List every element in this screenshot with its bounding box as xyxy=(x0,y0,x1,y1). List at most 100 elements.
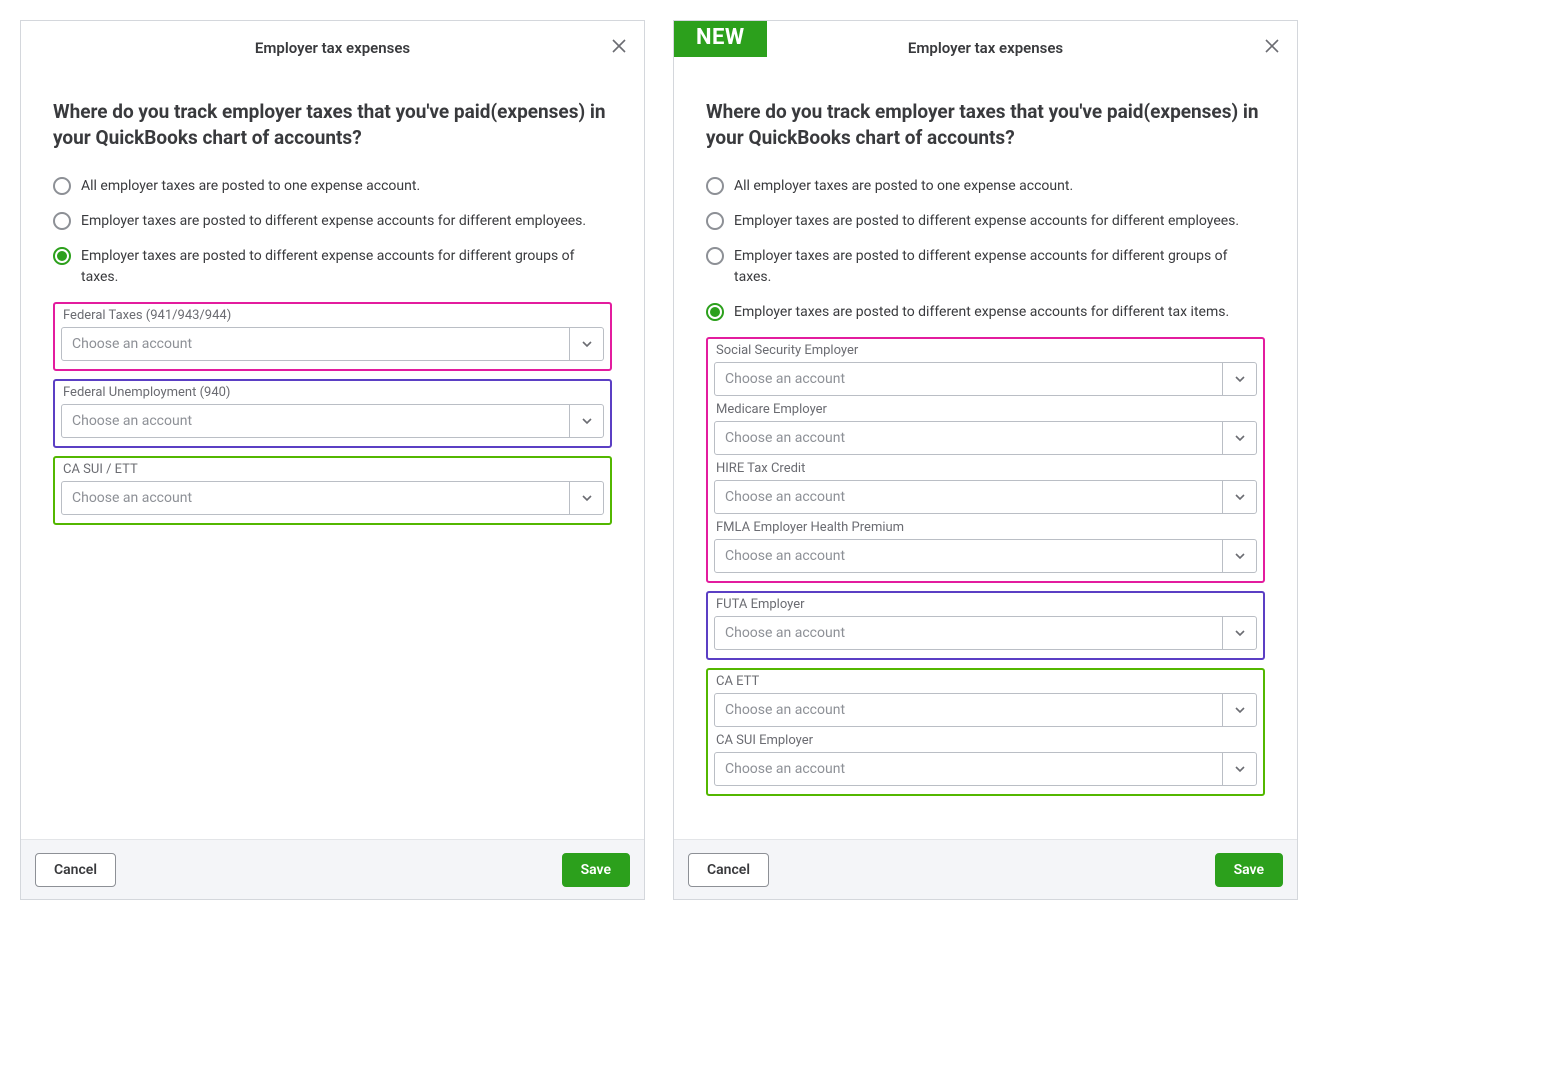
field-label: Federal Taxes (941/943/944) xyxy=(61,308,604,323)
field-label: CA SUI / ETT xyxy=(61,462,604,477)
account-field: Social Security Employer Choose an accoun… xyxy=(714,343,1257,396)
account-field: CA SUI Employer Choose an account xyxy=(714,733,1257,786)
radio-option[interactable]: All employer taxes are posted to one exp… xyxy=(706,176,1265,197)
groups-container-right: Social Security Employer Choose an accoun… xyxy=(706,337,1265,796)
select-placeholder: Choose an account xyxy=(62,490,569,506)
tax-group-box: CA ETT Choose an account CA SUI Employer Ch… xyxy=(706,668,1265,796)
radio-label: All employer taxes are posted to one exp… xyxy=(81,176,420,197)
radio-circle-icon xyxy=(53,247,71,265)
panel-right: NEW Employer tax expenses Where do you t… xyxy=(673,20,1298,900)
field-label: FMLA Employer Health Premium xyxy=(714,520,1257,535)
cancel-button[interactable]: Cancel xyxy=(688,853,769,887)
account-field: CA SUI / ETT Choose an account xyxy=(61,462,604,515)
chevron-down-icon xyxy=(1222,481,1256,513)
close-icon xyxy=(611,38,627,54)
chevron-down-icon xyxy=(569,328,603,360)
radio-option[interactable]: Employer taxes are posted to different e… xyxy=(53,246,612,288)
account-select[interactable]: Choose an account xyxy=(714,693,1257,727)
panel-body: Where do you track employer taxes that y… xyxy=(674,75,1297,839)
radio-circle-icon xyxy=(53,177,71,195)
comparison-page: Employer tax expenses Where do you track… xyxy=(20,20,1545,900)
cancel-button[interactable]: Cancel xyxy=(35,853,116,887)
radio-list-left: All employer taxes are posted to one exp… xyxy=(53,176,612,288)
save-button[interactable]: Save xyxy=(1215,853,1283,887)
radio-list-right: All employer taxes are posted to one exp… xyxy=(706,176,1265,323)
account-select[interactable]: Choose an account xyxy=(61,327,604,361)
radio-label: Employer taxes are posted to different e… xyxy=(734,246,1265,288)
account-field: Federal Taxes (941/943/944) Choose an acc… xyxy=(61,308,604,361)
chevron-down-icon xyxy=(569,482,603,514)
select-placeholder: Choose an account xyxy=(715,702,1222,718)
account-field: FUTA Employer Choose an account xyxy=(714,597,1257,650)
radio-circle-icon xyxy=(706,303,724,321)
radio-option[interactable]: Employer taxes are posted to different e… xyxy=(706,246,1265,288)
radio-circle-icon xyxy=(706,247,724,265)
chevron-down-icon xyxy=(569,405,603,437)
select-placeholder: Choose an account xyxy=(715,371,1222,387)
select-placeholder: Choose an account xyxy=(715,625,1222,641)
account-select[interactable]: Choose an account xyxy=(714,480,1257,514)
select-placeholder: Choose an account xyxy=(62,413,569,429)
account-select[interactable]: Choose an account xyxy=(714,362,1257,396)
account-field: HIRE Tax Credit Choose an account xyxy=(714,461,1257,514)
account-select[interactable]: Choose an account xyxy=(61,404,604,438)
select-placeholder: Choose an account xyxy=(715,489,1222,505)
account-select[interactable]: Choose an account xyxy=(61,481,604,515)
panel-left: Employer tax expenses Where do you track… xyxy=(20,20,645,900)
save-button[interactable]: Save xyxy=(562,853,630,887)
field-label: HIRE Tax Credit xyxy=(714,461,1257,476)
account-field: CA ETT Choose an account xyxy=(714,674,1257,727)
new-badge: NEW xyxy=(674,21,767,57)
account-select[interactable]: Choose an account xyxy=(714,421,1257,455)
select-placeholder: Choose an account xyxy=(62,336,569,352)
account-field: Federal Unemployment (940) Choose an acco… xyxy=(61,385,604,438)
tax-group-box: FUTA Employer Choose an account xyxy=(706,591,1265,660)
select-placeholder: Choose an account xyxy=(715,548,1222,564)
field-label: Social Security Employer xyxy=(714,343,1257,358)
radio-label: Employer taxes are posted to different e… xyxy=(734,302,1229,323)
tax-group-box: Federal Taxes (941/943/944) Choose an acc… xyxy=(53,302,612,371)
radio-option[interactable]: Employer taxes are posted to different e… xyxy=(53,211,612,232)
chevron-down-icon xyxy=(1222,422,1256,454)
panel-title: Employer tax expenses xyxy=(908,39,1063,57)
account-select[interactable]: Choose an account xyxy=(714,616,1257,650)
radio-label: All employer taxes are posted to one exp… xyxy=(734,176,1073,197)
account-field: Medicare Employer Choose an account xyxy=(714,402,1257,455)
panel-footer: Cancel Save xyxy=(674,839,1297,899)
field-label: CA ETT xyxy=(714,674,1257,689)
radio-label: Employer taxes are posted to different e… xyxy=(81,246,612,288)
chevron-down-icon xyxy=(1222,617,1256,649)
question-heading: Where do you track employer taxes that y… xyxy=(53,99,612,150)
field-label: FUTA Employer xyxy=(714,597,1257,612)
panel-header: NEW Employer tax expenses xyxy=(674,21,1297,75)
select-placeholder: Choose an account xyxy=(715,761,1222,777)
account-select[interactable]: Choose an account xyxy=(714,752,1257,786)
radio-label: Employer taxes are posted to different e… xyxy=(734,211,1239,232)
chevron-down-icon xyxy=(1222,540,1256,572)
field-label: Federal Unemployment (940) xyxy=(61,385,604,400)
field-label: Medicare Employer xyxy=(714,402,1257,417)
chevron-down-icon xyxy=(1222,753,1256,785)
close-icon xyxy=(1264,38,1280,54)
radio-option[interactable]: All employer taxes are posted to one exp… xyxy=(53,176,612,197)
tax-group-box: Federal Unemployment (940) Choose an acco… xyxy=(53,379,612,448)
radio-option[interactable]: Employer taxes are posted to different e… xyxy=(706,211,1265,232)
select-placeholder: Choose an account xyxy=(715,430,1222,446)
tax-group-box: Social Security Employer Choose an accoun… xyxy=(706,337,1265,583)
radio-circle-icon xyxy=(53,212,71,230)
radio-option[interactable]: Employer taxes are posted to different e… xyxy=(706,302,1265,323)
close-button[interactable] xyxy=(608,35,630,57)
panel-body: Where do you track employer taxes that y… xyxy=(21,75,644,839)
radio-circle-icon xyxy=(706,212,724,230)
question-heading: Where do you track employer taxes that y… xyxy=(706,99,1265,150)
field-label: CA SUI Employer xyxy=(714,733,1257,748)
account-select[interactable]: Choose an account xyxy=(714,539,1257,573)
chevron-down-icon xyxy=(1222,363,1256,395)
panel-header: Employer tax expenses xyxy=(21,21,644,75)
groups-container-left: Federal Taxes (941/943/944) Choose an acc… xyxy=(53,302,612,525)
account-field: FMLA Employer Health Premium Choose an ac… xyxy=(714,520,1257,573)
panel-footer: Cancel Save xyxy=(21,839,644,899)
close-button[interactable] xyxy=(1261,35,1283,57)
radio-circle-icon xyxy=(706,177,724,195)
panel-title: Employer tax expenses xyxy=(255,39,410,57)
